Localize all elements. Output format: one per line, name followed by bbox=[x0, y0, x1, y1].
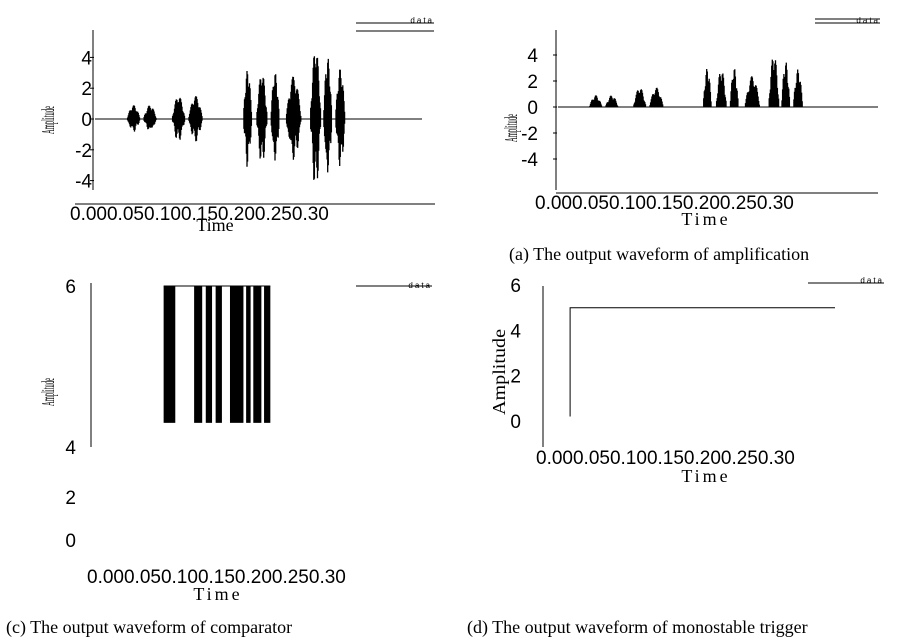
chart-d-xlabel: Time bbox=[681, 466, 730, 486]
chart-a-right-ytick-label: 2 bbox=[527, 72, 538, 93]
chart-c-ytick-label: 6 bbox=[65, 277, 76, 298]
chart-d-ylabel: Amplitude bbox=[489, 329, 509, 415]
chart-a-right-ytick-label: -2 bbox=[521, 124, 538, 145]
chart-d-step-line bbox=[569, 307, 835, 417]
chart-a-right-xlabel: Time bbox=[681, 209, 730, 229]
chart-a-left-ylabel: Amplitude bbox=[38, 106, 58, 134]
chart-d-legend-label: data bbox=[860, 276, 884, 285]
chart-a-left-ytick-label: 2 bbox=[81, 79, 92, 100]
chart-d-ytick-label: 0 bbox=[510, 412, 521, 433]
caption-c: (c) The output waveform of comparator bbox=[6, 617, 293, 637]
chart-a-right-burst bbox=[744, 76, 760, 107]
chart-a-right-burst bbox=[729, 69, 739, 107]
chart-a-left-xlabel: Time bbox=[196, 215, 233, 235]
chart-a-right-burst bbox=[589, 95, 603, 107]
chart-a-right-ytick-label: -4 bbox=[521, 150, 538, 171]
chart-c-pulse bbox=[229, 286, 244, 423]
chart-a-right-burst bbox=[781, 62, 791, 107]
chart-a-right-ytick-label: 0 bbox=[527, 98, 538, 119]
chart-a-right-burst bbox=[633, 89, 647, 107]
chart-a-left-ytick-label: -4 bbox=[75, 172, 92, 193]
chart-c-xtick-labels: 0.000.050.100.150.200.250.30 bbox=[87, 567, 346, 588]
chart-c-ytick-label: 2 bbox=[65, 488, 76, 509]
chart-c-pulse bbox=[215, 286, 222, 423]
chart-c-pulse bbox=[194, 286, 203, 423]
chart-a-left-ytick-label: 0 bbox=[81, 110, 92, 131]
chart-a-left-burst bbox=[171, 97, 186, 140]
chart-a-left-burst bbox=[188, 96, 203, 142]
chart-a-right-burst bbox=[715, 73, 727, 107]
chart-a-right-ylabel: Amplitude bbox=[501, 114, 521, 142]
chart-a-right-burst bbox=[793, 69, 803, 107]
chart-c-ylabel: Amplitude bbox=[38, 378, 58, 406]
chart-a-left-ytick-label: 4 bbox=[81, 48, 92, 69]
chart-a-left-burst bbox=[335, 69, 346, 166]
chart-c-xlabel: Time bbox=[193, 584, 242, 604]
caption-a: (a) The output waveform of amplification bbox=[509, 244, 810, 264]
chart-a-left-burst bbox=[256, 77, 268, 159]
chart-a-left-burst bbox=[310, 56, 322, 180]
chart-a-left-burst bbox=[285, 76, 302, 160]
chart-a-left-xtick-labels: 0.000.050.100.150.200.250.30 bbox=[70, 204, 329, 225]
chart-c-pulse bbox=[205, 286, 213, 423]
chart-d-ytick-label: 2 bbox=[510, 367, 521, 388]
chart-c-ytick-label: 0 bbox=[65, 531, 76, 552]
chart-a-left-ytick-label: -2 bbox=[75, 141, 92, 162]
chart-c-pulse bbox=[163, 286, 176, 423]
chart-a-right-burst bbox=[768, 59, 780, 107]
chart-a-left-burst bbox=[270, 74, 280, 161]
chart-a-right-burst bbox=[649, 87, 664, 107]
chart-a-right-burst bbox=[605, 95, 619, 107]
chart-a-right-xtick-labels: 0.000.050.100.150.200.250.30 bbox=[535, 193, 794, 214]
chart-d-ytick-label: 4 bbox=[510, 321, 521, 342]
chart-d-ytick-label: 6 bbox=[510, 276, 521, 297]
chart-c-pulse bbox=[264, 286, 271, 423]
chart-a-right-legend-label: data bbox=[856, 16, 880, 25]
chart-c-pulse bbox=[246, 286, 251, 423]
chart-a-left-burst bbox=[323, 58, 333, 173]
chart-d-xtick-labels: 0.000.050.100.150.200.250.30 bbox=[536, 448, 795, 469]
chart-a-left-burst bbox=[143, 105, 157, 130]
chart-a-left-burst bbox=[126, 105, 141, 132]
chart-a-left-burst bbox=[243, 71, 253, 167]
caption-d: (d) The output waveform of monostable tr… bbox=[467, 617, 808, 637]
chart-a-right-burst bbox=[703, 69, 712, 107]
chart-a-left-legend-label: data bbox=[410, 16, 434, 25]
chart-a-right-ytick-label: 4 bbox=[527, 46, 538, 67]
chart-c-pulse bbox=[253, 286, 262, 423]
chart-c-ytick-label: 4 bbox=[65, 438, 76, 459]
